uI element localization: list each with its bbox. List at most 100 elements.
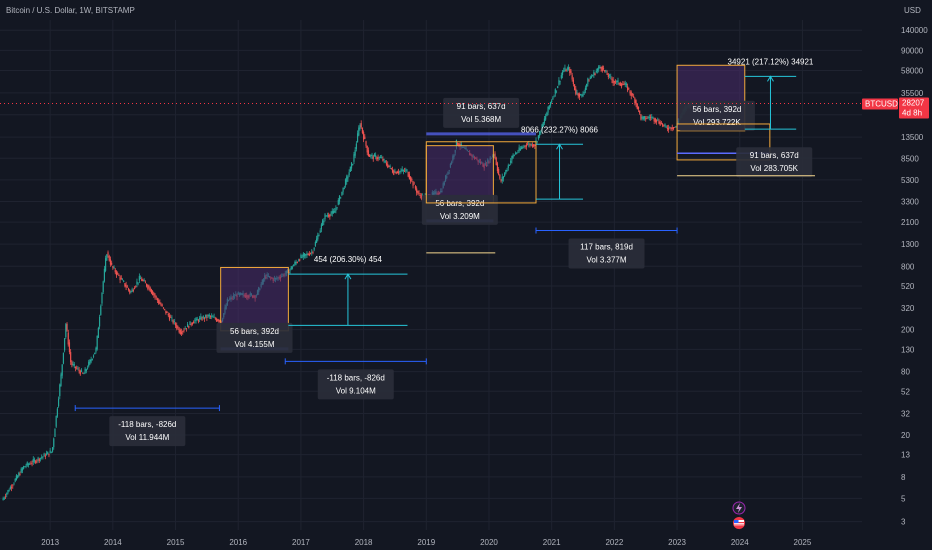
candle-body <box>623 84 625 86</box>
candle-body <box>98 317 101 327</box>
us-flag-icon[interactable] <box>733 517 745 529</box>
candle-body <box>91 358 93 360</box>
candle-body <box>582 93 584 97</box>
candle-body <box>15 475 17 480</box>
candle-body <box>502 176 505 179</box>
candle-body <box>536 141 538 143</box>
candle-body <box>325 215 327 217</box>
candle-body <box>135 286 137 288</box>
price-range-arrowhead <box>767 75 774 82</box>
candle-body <box>111 262 113 265</box>
candle-body <box>174 323 177 326</box>
candle-body <box>62 352 65 364</box>
candle-body <box>165 310 167 314</box>
annotations[interactable]: 56 bars, 392d Vol 4.155M 56 bars, 392d Vol … <box>74 57 815 447</box>
candle-body <box>19 474 21 476</box>
candle-body <box>50 451 52 453</box>
candle-body <box>612 79 614 84</box>
candle-body <box>399 171 401 173</box>
date-range-box <box>220 266 289 332</box>
candle-body <box>94 352 96 355</box>
measure-label-text: 91 bars, 637d <box>750 151 799 160</box>
measure-label-text: 91 bars, 637d <box>457 102 506 111</box>
candle-body <box>371 154 373 157</box>
candle-body <box>9 486 11 490</box>
candle-body <box>407 171 409 177</box>
candle-body <box>375 155 377 157</box>
candle-body <box>458 143 460 147</box>
measure-label-text: Vol 283.705K <box>750 164 798 173</box>
chart-title: Bitcoin / U.S. Dollar, 1W, BITSTAMP <box>6 6 135 15</box>
candle-body <box>495 157 497 165</box>
candle-body <box>320 224 323 230</box>
candle-body <box>532 144 535 147</box>
candle-body <box>601 66 603 71</box>
candle-body <box>205 314 207 318</box>
candle-body <box>580 94 582 95</box>
candle-body <box>68 342 71 353</box>
candle-body <box>384 161 386 163</box>
candle-body <box>614 81 617 83</box>
candle-body <box>531 144 533 147</box>
candle-body <box>584 87 587 91</box>
candle-body <box>85 369 87 372</box>
candle-body <box>352 163 354 166</box>
time-tick-label: 2014 <box>104 538 122 547</box>
candle-body <box>83 373 85 375</box>
candle-body <box>336 207 338 208</box>
time-axis[interactable]: 2013 2014 2015 2016 2017 2018 2019 2020 2021 2022… <box>41 538 812 547</box>
candle-body <box>67 332 69 345</box>
candle-body <box>496 163 499 172</box>
candle-body <box>200 316 202 320</box>
price-tick-label: 8 <box>901 473 906 482</box>
measure-label-bg <box>568 238 645 269</box>
badge-price-bg <box>899 97 929 119</box>
candle-body <box>539 131 541 136</box>
time-tick-label: 2013 <box>41 538 59 547</box>
candle-body <box>147 285 149 289</box>
candle-body <box>293 264 295 267</box>
price-axis[interactable]: 1400009000058000355002200013500850053003… <box>901 26 928 526</box>
candle-body <box>142 279 144 281</box>
time-tick-label: 2023 <box>668 538 686 547</box>
candle-body <box>166 312 168 313</box>
candle-body <box>161 305 163 307</box>
measure-label-bg <box>736 147 813 178</box>
candle-body <box>172 320 174 324</box>
candle-body <box>361 127 364 133</box>
candle-body <box>500 180 502 182</box>
candle-body <box>401 169 403 172</box>
candle-body <box>308 253 310 256</box>
candle-body <box>587 78 589 84</box>
candle-body <box>17 475 19 479</box>
candle-body <box>153 292 155 296</box>
candle-body <box>115 271 118 276</box>
price-range-arrowhead <box>344 273 352 280</box>
candle-body <box>385 162 388 165</box>
candle-body <box>77 368 79 370</box>
candle-body <box>183 330 185 331</box>
measure-label-bg <box>678 100 755 131</box>
candle-body <box>303 253 306 257</box>
candle-body <box>525 144 527 147</box>
measure-label-text: 56 bars, 392d <box>692 105 741 114</box>
measure-label-text: Vol 11.944M <box>125 433 169 442</box>
candle-body <box>123 281 125 282</box>
lightning-icon[interactable] <box>732 501 746 515</box>
candle-body <box>290 266 292 270</box>
candle-body <box>645 118 647 120</box>
candle-body <box>379 157 382 159</box>
price-tick-label: 3 <box>901 518 906 527</box>
candle-body <box>149 287 151 292</box>
candle-body <box>514 153 517 155</box>
candle-body <box>173 321 175 322</box>
candle-body <box>382 158 384 161</box>
candle-body <box>414 186 417 189</box>
candle-body <box>592 75 594 77</box>
candle-body <box>511 156 513 161</box>
candle-body <box>370 155 372 156</box>
candle-body <box>57 398 60 407</box>
candle-body <box>299 259 301 261</box>
candle-body <box>97 327 99 338</box>
